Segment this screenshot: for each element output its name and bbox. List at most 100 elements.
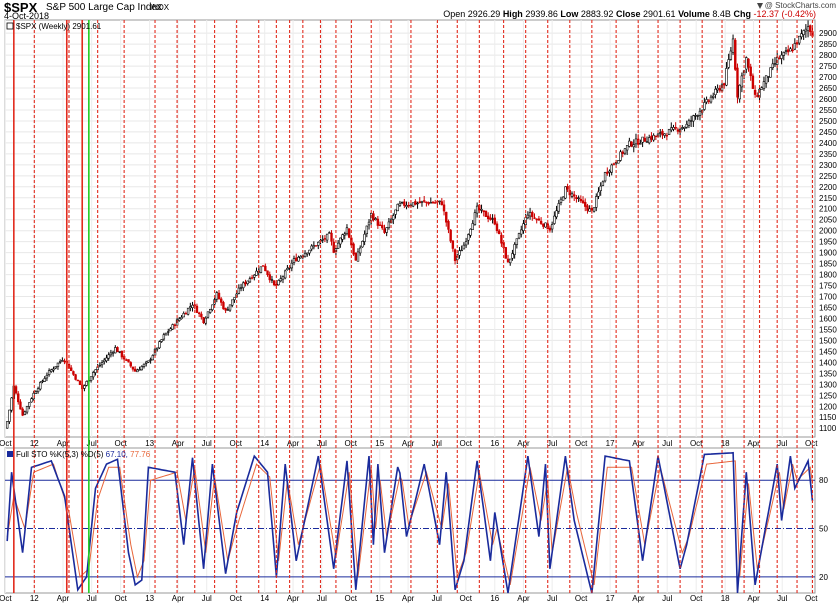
candle bbox=[625, 145, 629, 156]
candle-body bbox=[641, 136, 644, 143]
candle-body bbox=[140, 366, 143, 371]
candle-body bbox=[233, 297, 236, 301]
candle bbox=[800, 29, 803, 40]
candle-body bbox=[467, 234, 470, 241]
stochastic-k-line bbox=[6, 451, 814, 594]
candle bbox=[632, 139, 635, 153]
price-x-tick-label: 17 bbox=[606, 439, 615, 448]
candle-body bbox=[41, 380, 44, 383]
candle bbox=[806, 20, 810, 38]
price-legend: $SPX (Weekly) 2901.61 bbox=[6, 22, 102, 31]
candle bbox=[509, 258, 512, 266]
price-x-tick-label: Oct bbox=[229, 439, 242, 448]
candle bbox=[158, 340, 161, 349]
candle bbox=[136, 368, 139, 373]
candle bbox=[497, 229, 501, 235]
candle bbox=[167, 328, 170, 336]
ohlc-readout: Open 2926.29 High 2939.86 Low 2883.92 Cl… bbox=[443, 9, 816, 19]
candle-body bbox=[762, 81, 766, 89]
candle-body bbox=[451, 240, 455, 249]
candle-body bbox=[511, 253, 514, 259]
candle-body bbox=[442, 204, 446, 212]
candle-body bbox=[486, 215, 490, 220]
candle bbox=[612, 162, 616, 166]
candle bbox=[299, 255, 302, 259]
candle bbox=[184, 311, 188, 315]
candle-body bbox=[791, 49, 794, 52]
candle bbox=[261, 265, 265, 267]
candle-body bbox=[325, 233, 329, 241]
candle-body bbox=[537, 218, 541, 221]
candle bbox=[486, 212, 490, 223]
candle bbox=[599, 182, 602, 196]
stockcharts-credit: @ StockCharts.com bbox=[756, 1, 836, 10]
candle-body bbox=[504, 247, 508, 259]
candle bbox=[672, 124, 675, 132]
candle bbox=[407, 201, 410, 209]
candle bbox=[208, 308, 212, 314]
candle-body bbox=[328, 232, 331, 234]
candle bbox=[34, 390, 38, 394]
stochastic-x-tick-label: Oct bbox=[229, 594, 242, 603]
candle bbox=[162, 332, 166, 341]
symbol-label: $SPX bbox=[4, 0, 38, 15]
chart-header: $SPX S&P 500 Large Cap Index INDX 4-Oct-… bbox=[0, 0, 840, 21]
candle bbox=[619, 149, 622, 162]
candle-body bbox=[381, 224, 384, 229]
candle-body bbox=[566, 186, 569, 190]
candle-body bbox=[440, 201, 444, 206]
candle-body bbox=[703, 102, 706, 110]
candle-body bbox=[61, 360, 64, 362]
candle bbox=[414, 199, 417, 206]
candle-body bbox=[513, 244, 516, 255]
price-x-tick-label: Jul bbox=[432, 439, 442, 448]
candle-body bbox=[394, 209, 397, 215]
candle bbox=[661, 129, 664, 140]
candle bbox=[420, 200, 424, 207]
price-x-tick-label: 15 bbox=[375, 439, 384, 448]
candle-body bbox=[727, 59, 730, 68]
candle-body bbox=[709, 96, 713, 103]
candle-body bbox=[149, 359, 152, 361]
candle-body bbox=[416, 202, 419, 205]
candle bbox=[559, 196, 563, 206]
candle bbox=[383, 224, 386, 234]
candle bbox=[92, 370, 95, 380]
candle-body bbox=[740, 75, 744, 88]
candle bbox=[204, 316, 207, 326]
candle bbox=[206, 311, 210, 319]
candle bbox=[6, 421, 9, 429]
candle-body bbox=[427, 202, 430, 205]
candle-body bbox=[793, 43, 797, 50]
candle bbox=[347, 228, 351, 239]
candle bbox=[725, 62, 728, 87]
candle-body bbox=[39, 382, 42, 390]
candle bbox=[76, 379, 80, 382]
candle-body bbox=[725, 68, 728, 86]
candle-body bbox=[387, 221, 391, 229]
stochastic-x-tick-label: Apr bbox=[747, 594, 760, 603]
candle-body bbox=[544, 222, 547, 228]
candle bbox=[100, 359, 104, 368]
candle-body bbox=[292, 258, 296, 263]
candle bbox=[734, 38, 737, 71]
candle-body bbox=[736, 67, 739, 98]
candle-body bbox=[561, 196, 565, 201]
price-x-tick-label: Jul bbox=[87, 439, 97, 448]
candle-body bbox=[120, 350, 124, 358]
candle-body bbox=[372, 213, 375, 221]
candle bbox=[321, 235, 324, 243]
candle-body bbox=[418, 201, 421, 204]
price-tick-label: 2850 bbox=[819, 40, 837, 49]
candle bbox=[63, 358, 66, 365]
candle-body bbox=[147, 360, 150, 363]
price-x-tick-label: Apr bbox=[632, 439, 645, 448]
candle bbox=[239, 283, 243, 292]
candle bbox=[94, 369, 97, 376]
candle bbox=[286, 264, 289, 271]
candle bbox=[769, 67, 772, 78]
candle bbox=[526, 211, 530, 220]
candle bbox=[500, 232, 503, 247]
candle bbox=[493, 214, 496, 226]
candle bbox=[30, 397, 33, 403]
